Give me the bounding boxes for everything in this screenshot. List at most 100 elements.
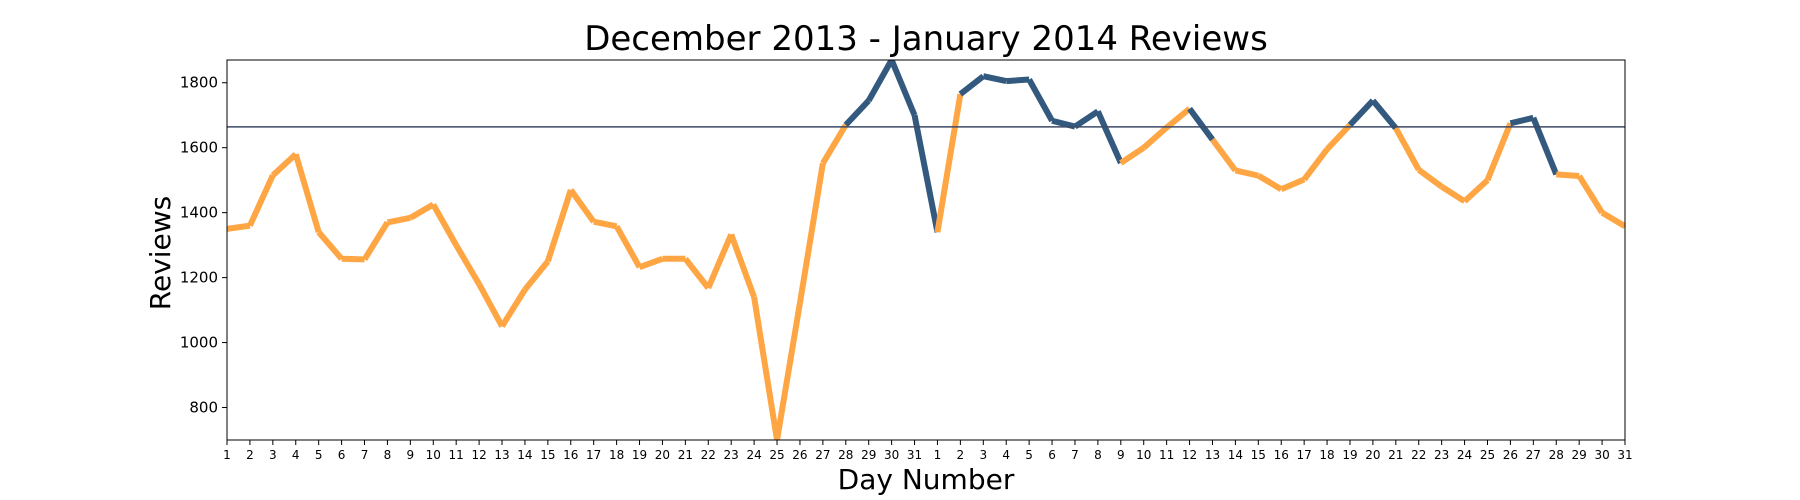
line-segment [751, 296, 780, 440]
plot-frame [226, 59, 1626, 441]
line-segment [1393, 126, 1422, 172]
line-segment [796, 162, 826, 304]
line-segment [958, 73, 986, 97]
y-axis-label: Reviews [144, 196, 177, 311]
x-tick-label: 18 [1319, 448, 1334, 462]
x-tick-label: 5 [315, 448, 323, 462]
line-segment [728, 233, 757, 299]
line-segment [408, 201, 435, 221]
line-segment [613, 224, 643, 269]
x-tick-label: 25 [769, 448, 784, 462]
line-segment [1576, 174, 1605, 215]
line-segment [499, 288, 528, 328]
line-segment [705, 233, 734, 290]
y-tick-label: 1400 [180, 204, 218, 222]
x-tick-label: 1 [223, 448, 231, 462]
x-tick-label: 9 [407, 448, 415, 462]
x-tick-label: 6 [1048, 448, 1056, 462]
x-tick-label: 19 [632, 448, 647, 462]
y-axis: 800 1000 1200 1400 1600 1800 [180, 74, 227, 417]
x-tick-label: 24 [1457, 448, 1472, 462]
line-segment [247, 174, 276, 227]
line-segment [292, 153, 322, 233]
x-tick-label: 26 [792, 448, 807, 462]
line-segment [476, 282, 505, 328]
x-tick-label: 7 [1071, 448, 1079, 462]
x-tick-label: 21 [678, 448, 693, 462]
line-segment [843, 98, 871, 128]
x-tick-label: 31 [907, 448, 922, 462]
line-segment [361, 220, 390, 261]
line-segment [316, 230, 344, 261]
x-tick-label: 13 [494, 448, 509, 462]
line-segment [386, 214, 411, 226]
y-tick-label: 1800 [180, 74, 218, 92]
x-tick-label: 23 [1434, 448, 1449, 462]
x-tick-label: 4 [292, 448, 300, 462]
line-segment [982, 73, 1007, 85]
x-tick-label: 3 [979, 448, 987, 462]
x-tick-label: 12 [471, 448, 486, 462]
line-segment [1006, 76, 1030, 85]
x-tick-label: 28 [1549, 448, 1564, 462]
chart-title: December 2013 - January 2014 Reviews [584, 19, 1268, 59]
line-segment [1095, 110, 1124, 165]
x-tick-label: 23 [724, 448, 739, 462]
line-segment [1484, 122, 1514, 182]
line-segment [1509, 114, 1535, 127]
x-tick-label: 29 [1572, 448, 1587, 462]
x-tick-label: 2 [246, 448, 254, 462]
line-segment [1051, 117, 1076, 130]
x-axis-label: Day Number [838, 463, 1015, 496]
x-tick-label: 20 [655, 448, 670, 462]
x-tick-label: 4 [1002, 448, 1010, 462]
y-tick-label: 800 [189, 399, 218, 417]
x-tick-label: 18 [609, 448, 624, 462]
x-tick-label: 29 [861, 448, 876, 462]
x-tick-label: 27 [815, 448, 830, 462]
x-tick-label: 28 [838, 448, 853, 462]
x-tick-label: 17 [1297, 448, 1312, 462]
x-tick-label: 8 [1094, 448, 1102, 462]
line-segment [934, 93, 964, 233]
x-axis: 1 2 3 4 5 6 7 8 9 10 11 12 13 14 15 16 17 18 19 20 21 22 23 24 2… [223, 440, 1633, 462]
x-tick-label: 16 [1274, 448, 1289, 462]
x-tick-label: 10 [426, 448, 441, 462]
line-segment [1462, 177, 1490, 204]
line-segment [1556, 171, 1580, 179]
x-tick-label: 5 [1025, 448, 1033, 462]
line-segment [453, 243, 482, 286]
line-segment [1440, 184, 1467, 204]
line-segment [1234, 167, 1259, 179]
line-segment [888, 60, 918, 117]
plot-area [226, 59, 1626, 441]
line-segment [1416, 167, 1444, 190]
line-segment [522, 259, 551, 292]
line-segment [430, 203, 459, 247]
x-tick-label: 31 [1617, 448, 1632, 462]
line-segment [341, 255, 365, 263]
x-tick-label: 14 [1228, 448, 1243, 462]
line-segment [820, 123, 849, 165]
line-segment [1164, 106, 1192, 130]
x-tick-label: 22 [701, 448, 716, 462]
x-tick-label: 11 [449, 448, 464, 462]
x-tick-label: 21 [1388, 448, 1403, 462]
x-tick-label: 15 [540, 448, 555, 462]
x-tick-label: 22 [1411, 448, 1426, 462]
line-segment [638, 255, 664, 271]
x-tick-label: 17 [586, 448, 601, 462]
line-segment [1187, 106, 1215, 142]
line-segment [544, 188, 574, 263]
y-tick-label: 1600 [180, 139, 218, 157]
x-tick-label: 7 [361, 448, 369, 462]
line-segment [1600, 210, 1625, 229]
line-segment [1141, 125, 1169, 150]
x-tick-label: 8 [384, 448, 392, 462]
line-segment [1073, 108, 1100, 130]
x-tick-label: 14 [517, 448, 532, 462]
line-segment [1256, 173, 1283, 192]
x-tick-label: 27 [1526, 448, 1541, 462]
line-segment [866, 60, 895, 103]
